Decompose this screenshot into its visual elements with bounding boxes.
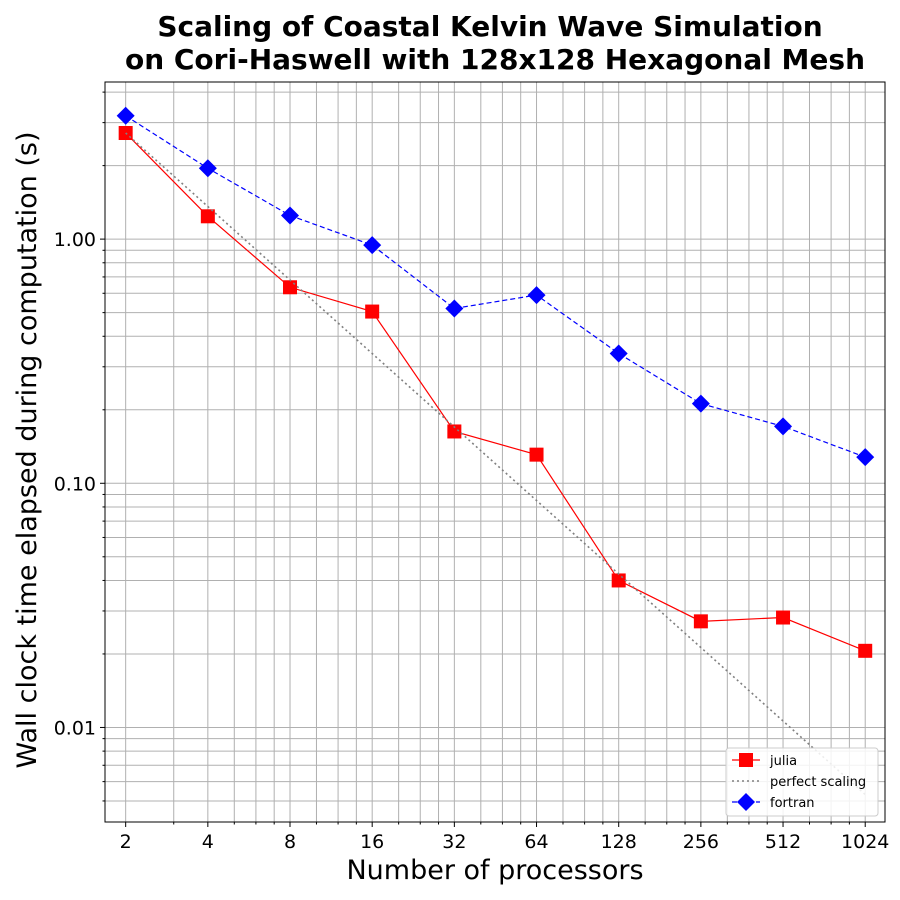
x-axis-label: Number of processors xyxy=(346,855,643,886)
axis-ticks: 2 4 8 16 32 64 128 256 512 1024 0.01 0.10 1.00 xyxy=(54,91,889,853)
y-tick-label: 0.10 xyxy=(54,473,96,495)
fortran-marker xyxy=(116,106,135,125)
chart-title: Scaling of Coastal Kelvin Wave Simulatio… xyxy=(125,10,865,76)
x-tick-label: 32 xyxy=(442,831,466,853)
x-tick-label: 16 xyxy=(360,831,384,853)
legend-box xyxy=(725,747,879,817)
series-line-julia xyxy=(125,132,866,652)
fortran-marker xyxy=(774,417,793,436)
series-julia xyxy=(118,126,873,658)
fortran-marker xyxy=(527,286,546,305)
x-tick-label: 8 xyxy=(284,831,296,853)
series-perfect-scaling xyxy=(125,132,866,796)
y-tick-label: 0.01 xyxy=(54,717,96,739)
legend: julia perfect scaling fortran xyxy=(725,747,879,817)
y-axis-label: Wall clock time elapsed during computati… xyxy=(12,132,43,769)
x-tick-label: 2 xyxy=(120,831,132,853)
chart-title-line-2: on Cori-Haswell with 128x128 Hexagonal M… xyxy=(125,43,865,76)
plot-frame xyxy=(104,81,886,823)
julia-marker xyxy=(365,304,380,319)
x-tick-label: 256 xyxy=(683,831,719,853)
fortran-marker xyxy=(609,344,628,363)
julia-marker xyxy=(858,643,873,658)
series-line-fortran xyxy=(125,115,866,458)
x-tick-label: 4 xyxy=(202,831,214,853)
x-tick-label: 512 xyxy=(765,831,801,853)
series-layer xyxy=(116,106,875,796)
legend-label: perfect scaling xyxy=(770,775,866,790)
julia-marker xyxy=(693,614,708,629)
chart-title-line-1: Scaling of Coastal Kelvin Wave Simulatio… xyxy=(157,10,822,43)
fortran-marker xyxy=(691,394,710,413)
julia-marker xyxy=(447,424,462,439)
x-tick-label: 64 xyxy=(524,831,548,853)
grid-lines xyxy=(105,82,885,822)
fortran-marker xyxy=(281,206,300,225)
fortran-marker xyxy=(445,299,464,318)
fortran-marker xyxy=(737,793,755,811)
julia-marker xyxy=(529,447,544,462)
series-fortran xyxy=(116,106,875,467)
julia-marker xyxy=(776,610,791,625)
julia-marker xyxy=(611,573,626,588)
x-tick-label: 128 xyxy=(601,831,637,853)
julia-marker xyxy=(200,209,215,224)
series-line-perfect-scaling xyxy=(125,132,866,796)
fortran-marker xyxy=(198,159,217,178)
x-tick-label: 1024 xyxy=(841,831,889,853)
y-tick-label: 1.00 xyxy=(54,229,96,251)
fortran-marker xyxy=(856,448,875,467)
fortran-marker xyxy=(363,236,382,255)
legend-label: julia xyxy=(769,754,797,769)
julia-marker xyxy=(283,280,298,295)
legend-label: fortran xyxy=(770,796,815,811)
julia-marker xyxy=(739,753,753,767)
